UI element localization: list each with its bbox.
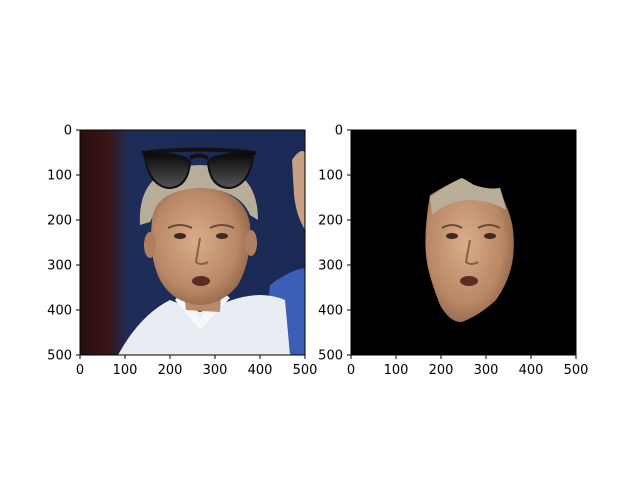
- x-tick-label: 0: [347, 363, 355, 378]
- sunglasses: [141, 147, 257, 190]
- y-tick-label: 500: [47, 349, 72, 364]
- axis-ticks-1: 0 100 200 300 400 500 0 100 200 300 400 500: [47, 124, 317, 379]
- y-tick-label: 400: [47, 304, 72, 319]
- y-tick-label: 0: [335, 124, 343, 139]
- x-tick-label: 400: [248, 363, 273, 378]
- y-tick-label: 500: [318, 349, 343, 364]
- y-tick-label: 200: [318, 214, 343, 229]
- image-panel-2: 0 100 200 300 400 500 0 100 200 300 400 500: [318, 124, 588, 379]
- photo-image: [80, 130, 305, 355]
- y-tick-label: 100: [318, 169, 343, 184]
- seg-right-brow: [477, 224, 501, 229]
- x-tick-label: 300: [474, 363, 499, 378]
- x-tick-label: 400: [519, 363, 544, 378]
- axes-frame-1: [79, 129, 306, 356]
- left-ear: [144, 232, 156, 258]
- right-ear: [245, 230, 257, 256]
- y-tick-label: 300: [47, 259, 72, 274]
- y-tick-label: 100: [47, 169, 72, 184]
- segmented-hair: [430, 178, 506, 215]
- left-eye: [174, 233, 186, 239]
- raised-arm: [292, 151, 305, 230]
- left-brow: [167, 224, 193, 229]
- x-tick-label: 500: [564, 363, 589, 378]
- x-tick-label: 200: [158, 363, 183, 378]
- nose: [194, 237, 209, 265]
- seg-mouth: [460, 276, 478, 286]
- axes-frame-2: [350, 129, 577, 356]
- x-tick-label: 500: [293, 363, 318, 378]
- segmented-face-image: [351, 130, 576, 355]
- seg-left-eye: [446, 233, 458, 239]
- face: [151, 188, 251, 305]
- right-brow: [209, 224, 235, 229]
- seg-nose: [464, 239, 479, 265]
- x-tick-label: 100: [113, 363, 138, 378]
- x-tick-label: 0: [76, 363, 84, 378]
- y-tick-label: 400: [318, 304, 343, 319]
- mouth: [192, 276, 210, 286]
- image-panel-1: 0 100 200 300 400 500 0 100 200 300 400 500: [47, 124, 317, 379]
- right-eye: [216, 233, 228, 239]
- seg-left-brow: [441, 224, 463, 229]
- x-tick-label: 200: [429, 363, 454, 378]
- y-tick-label: 300: [318, 259, 343, 274]
- y-tick-label: 0: [64, 124, 72, 139]
- y-tick-label: 200: [47, 214, 72, 229]
- x-tick-label: 300: [203, 363, 228, 378]
- x-tick-label: 100: [384, 363, 409, 378]
- segmented-face: [425, 178, 514, 323]
- axis-ticks-2: 0 100 200 300 400 500 0 100 200 300 400 500: [318, 124, 588, 379]
- seg-right-eye: [484, 233, 496, 239]
